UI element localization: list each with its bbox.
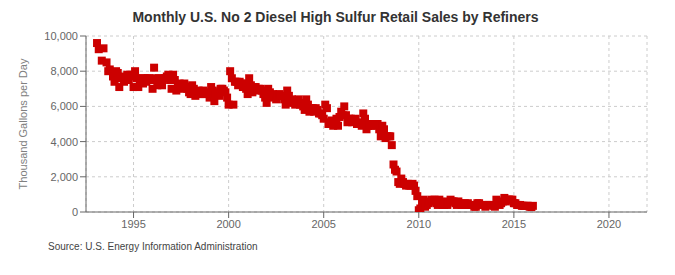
svg-text:1995: 1995 xyxy=(121,218,145,230)
svg-text:0: 0 xyxy=(72,206,78,218)
svg-text:4,000: 4,000 xyxy=(50,136,78,148)
svg-text:2,000: 2,000 xyxy=(50,171,78,183)
svg-text:2015: 2015 xyxy=(502,218,526,230)
svg-text:2020: 2020 xyxy=(597,218,621,230)
svg-text:8,000: 8,000 xyxy=(50,65,78,77)
svg-text:Thousand Gallons per Day: Thousand Gallons per Day xyxy=(17,58,29,189)
svg-text:2005: 2005 xyxy=(311,218,335,230)
svg-text:2000: 2000 xyxy=(216,218,240,230)
svg-text:6,000: 6,000 xyxy=(50,100,78,112)
html-text:Source: U.S. Energy Informatio: Source: U.S. Energy Information Administ… xyxy=(48,241,258,252)
html-text:Monthly U.S. No 2 Diesel High: Monthly U.S. No 2 Diesel High Sulfur Ret… xyxy=(132,9,539,25)
svg-text:2010: 2010 xyxy=(407,218,431,230)
svg-text:10,000: 10,000 xyxy=(44,30,78,42)
